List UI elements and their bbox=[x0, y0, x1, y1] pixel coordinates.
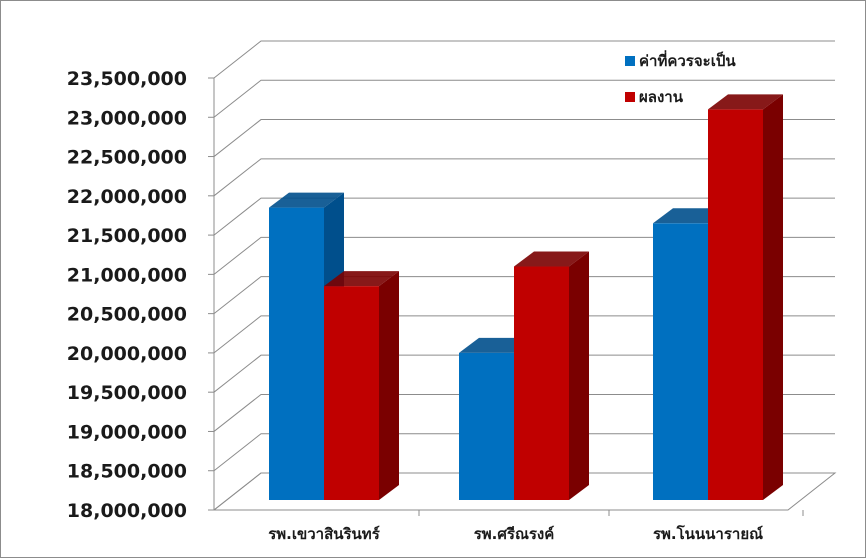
x-category-label: รพ.โนนนารายณ์ bbox=[653, 524, 763, 543]
y-tick-label: 19,000,000 bbox=[67, 421, 187, 443]
y-tick-label: 18,500,000 bbox=[67, 461, 187, 483]
bar bbox=[708, 109, 763, 500]
bar bbox=[459, 352, 514, 500]
legend-item-expected: ค่าที่ควรจะเป็น bbox=[625, 49, 736, 73]
x-category-label: รพ.ศรีณรงค์ bbox=[474, 525, 555, 543]
bar-side bbox=[379, 271, 399, 500]
bar-top bbox=[514, 251, 589, 267]
y-tick-label: 20,500,000 bbox=[67, 304, 187, 326]
bar-top bbox=[324, 271, 399, 287]
bar-top bbox=[269, 192, 344, 208]
gridline bbox=[213, 354, 835, 393]
bar bbox=[324, 286, 379, 500]
gridline bbox=[213, 119, 835, 157]
legend-label-expected: ค่าที่ควรจะเป็น bbox=[639, 52, 736, 70]
legend-swatch-actual bbox=[625, 92, 635, 102]
legend-label-actual: ผลงาน bbox=[639, 88, 683, 106]
gridline bbox=[213, 276, 835, 315]
y-tick-label: 19,500,000 bbox=[67, 382, 187, 404]
y-tick-label: 18,000,000 bbox=[67, 500, 187, 522]
y-tick-label: 22,000,000 bbox=[67, 186, 187, 208]
y-tick-label: 21,500,000 bbox=[67, 225, 187, 247]
y-tick-label: 20,000,000 bbox=[67, 343, 187, 365]
y-tick-label: 22,500,000 bbox=[67, 147, 187, 169]
y-tick-label: 21,000,000 bbox=[67, 264, 187, 286]
gridline bbox=[213, 472, 835, 511]
bar bbox=[269, 207, 324, 500]
bar bbox=[514, 266, 569, 500]
bar bbox=[653, 223, 708, 501]
y-tick-label: 23,500,000 bbox=[67, 68, 187, 90]
gridline bbox=[213, 315, 835, 354]
gridline bbox=[213, 433, 835, 472]
bar-side bbox=[569, 251, 589, 500]
legend: ค่าที่ควรจะเป็น ผลงาน bbox=[625, 49, 736, 121]
legend-item-actual: ผลงาน bbox=[625, 85, 736, 109]
gridline bbox=[213, 79, 835, 118]
gridline bbox=[213, 393, 835, 432]
bar-side bbox=[763, 94, 783, 500]
bar-top bbox=[708, 94, 783, 110]
x-category-label: รพ.เขวาสินรินทร์ bbox=[268, 525, 380, 543]
gridline bbox=[213, 236, 835, 275]
legend-swatch-expected bbox=[625, 56, 635, 66]
gridline bbox=[213, 158, 835, 197]
gridline bbox=[213, 40, 835, 79]
gridline bbox=[213, 197, 835, 236]
y-tick-label: 23,000,000 bbox=[67, 107, 187, 129]
